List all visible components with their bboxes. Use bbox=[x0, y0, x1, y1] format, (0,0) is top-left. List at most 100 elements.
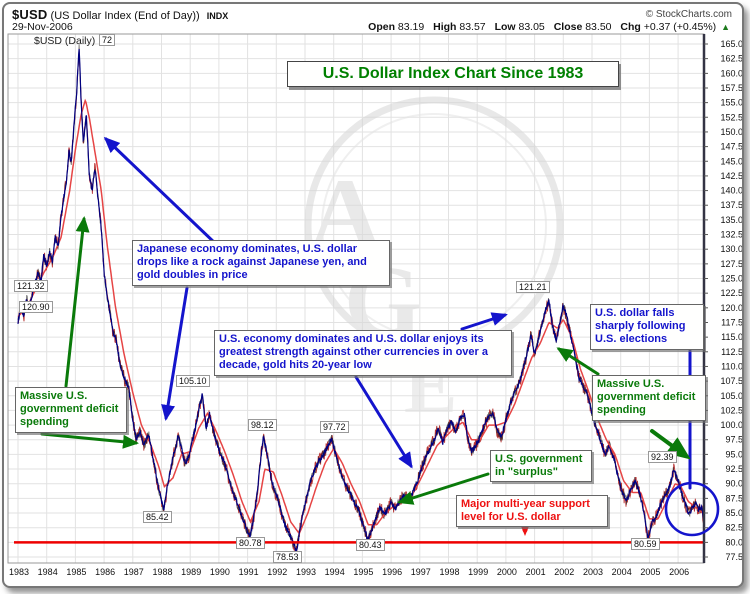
x-axis-label: 2000 bbox=[497, 567, 517, 577]
price-label: 105.10 bbox=[176, 375, 210, 387]
high-label: High bbox=[433, 21, 457, 33]
ticker-symbol: $USD bbox=[12, 7, 48, 22]
x-axis-label: 1983 bbox=[9, 567, 29, 577]
x-axis-label: 2001 bbox=[526, 567, 546, 577]
moving-average-line bbox=[17, 98, 704, 534]
y-axis-label: 155.0 bbox=[720, 98, 743, 108]
y-axis-label: 135.0 bbox=[720, 215, 743, 225]
price-label: 121.32 bbox=[14, 280, 48, 292]
y-axis-label: 85.0 bbox=[725, 508, 743, 518]
x-axis-label: 1998 bbox=[439, 567, 459, 577]
clipped-peak-label: 72 bbox=[99, 34, 116, 46]
x-axis-label: 1993 bbox=[296, 567, 316, 577]
y-axis-label: 100.0 bbox=[720, 420, 743, 430]
annotation-deficit-right: Massive U.S. government deficit spending bbox=[592, 375, 706, 421]
annotation-deficit-left: Massive U.S. government deficit spending bbox=[15, 387, 127, 433]
close-label: Close bbox=[553, 21, 583, 33]
annotation-support: Major multi-year support level for U.S. … bbox=[456, 495, 608, 528]
y-axis-label: 152.5 bbox=[720, 112, 743, 122]
x-axis-label: 1997 bbox=[411, 567, 431, 577]
annotation-surplus: U.S. government in "surplus" bbox=[490, 450, 592, 483]
x-axis-label: 2005 bbox=[640, 567, 660, 577]
chart-title: U.S. Dollar Index Chart Since 1983 bbox=[287, 61, 619, 87]
quote-date: 29-Nov-2006 bbox=[12, 21, 73, 33]
green-arrow-surplus bbox=[397, 472, 490, 505]
y-axis-label: 107.5 bbox=[720, 376, 743, 386]
chg-value: +0.37 (+0.45%) bbox=[643, 21, 717, 33]
y-axis-label: 137.5 bbox=[720, 200, 743, 210]
y-axis-label: 95.0 bbox=[725, 449, 743, 459]
open-label: Open bbox=[368, 21, 395, 33]
y-axis-label: 80.0 bbox=[725, 537, 743, 547]
y-axis-label: 115.0 bbox=[721, 332, 743, 342]
up-triangle-icon: ▲ bbox=[721, 22, 730, 32]
price-label: 80.43 bbox=[356, 539, 385, 551]
price-label: 98.12 bbox=[248, 419, 277, 431]
blue-arrow-2001-peak bbox=[460, 312, 508, 331]
price-series bbox=[17, 44, 704, 554]
y-axis-label: 147.5 bbox=[720, 142, 743, 152]
y-axis-label: 157.5 bbox=[720, 83, 743, 93]
green-arrow-2002-fall bbox=[556, 347, 600, 376]
x-axis-label: 2004 bbox=[612, 567, 632, 577]
green-arrow-1988 bbox=[40, 432, 139, 449]
low-value: 83.05 bbox=[518, 21, 545, 33]
y-axis-label: 87.5 bbox=[725, 493, 743, 503]
x-axis-label: 1994 bbox=[325, 567, 345, 577]
y-axis-label: 110.0 bbox=[721, 361, 743, 371]
y-axis-label: 132.5 bbox=[720, 230, 743, 240]
blue-arrow-1987-drop bbox=[161, 286, 189, 421]
blue-arrow-1997-strength bbox=[354, 375, 413, 469]
price-label: 121.21 bbox=[516, 281, 550, 293]
low-label: Low bbox=[494, 21, 516, 33]
y-axis-label: 125.0 bbox=[720, 274, 743, 284]
annotation-dollar-falls: U.S. dollar falls sharply following U.S.… bbox=[590, 304, 704, 350]
stockcharts-credit[interactable]: © StockCharts.com bbox=[645, 9, 732, 20]
y-axis-label: 150.0 bbox=[720, 127, 743, 137]
close-price-line bbox=[17, 48, 704, 553]
x-axis-label: 1996 bbox=[382, 567, 402, 577]
x-axis-label: 1992 bbox=[267, 567, 287, 577]
y-axis-label: 105.0 bbox=[720, 391, 743, 401]
open-value: 83.19 bbox=[397, 21, 425, 33]
y-axis-label: 97.5 bbox=[725, 435, 743, 445]
plot-frame bbox=[7, 33, 706, 564]
price-label: 80.59 bbox=[631, 538, 660, 550]
y-axis-label: 127.5 bbox=[720, 259, 743, 269]
y-axis-label: 122.5 bbox=[720, 288, 743, 298]
price-label: 92.39 bbox=[648, 451, 677, 463]
x-axis-label: 1990 bbox=[210, 567, 230, 577]
y-axis-label: 162.5 bbox=[720, 54, 743, 64]
y-axis-label: 130.0 bbox=[720, 244, 743, 254]
x-axis-label: 2002 bbox=[554, 567, 574, 577]
y-axis-label: 92.5 bbox=[725, 464, 743, 474]
x-axis-label: 1989 bbox=[181, 567, 201, 577]
y-axis-label: 90.0 bbox=[725, 479, 743, 489]
annotation-us-economy: U.S. economy dominates and U.S. dollar e… bbox=[214, 330, 512, 376]
x-axis-label: 1987 bbox=[124, 567, 144, 577]
x-axis-label: 1984 bbox=[38, 567, 58, 577]
y-axis-label: 77.5 bbox=[725, 552, 743, 562]
y-axis-label: 160.0 bbox=[720, 68, 743, 78]
exchange-label: INDX bbox=[206, 11, 229, 21]
y-axis-label: 117.5 bbox=[721, 317, 743, 327]
y-axis-label: 82.5 bbox=[725, 523, 743, 533]
price-label: 85.42 bbox=[143, 511, 172, 523]
y-axis-label: 120.0 bbox=[720, 303, 743, 313]
high-value: 83.57 bbox=[459, 21, 486, 33]
green-arrow-2006-drop bbox=[650, 429, 691, 460]
x-axis-label: 1991 bbox=[239, 567, 259, 577]
y-axis-label: 140.0 bbox=[720, 186, 743, 196]
x-axis-label: 1999 bbox=[468, 567, 488, 577]
price-plot: A G E 77.580.082.585.087.590.092.595.097… bbox=[7, 33, 743, 577]
y-axis-label: 102.5 bbox=[720, 405, 743, 415]
price-label: 78.53 bbox=[273, 551, 302, 563]
close-value: 83.50 bbox=[585, 21, 612, 33]
x-axis-label: 1995 bbox=[353, 567, 373, 577]
y-axis-label: 112.5 bbox=[721, 347, 743, 357]
x-axis-label: 1986 bbox=[95, 567, 115, 577]
x-axis-label: 1988 bbox=[152, 567, 172, 577]
chg-label: Chg bbox=[620, 21, 641, 33]
blue-circle-recent-drop bbox=[664, 481, 720, 537]
header-row: $USD (US Dollar Index (End of Day)) INDX bbox=[12, 7, 228, 22]
